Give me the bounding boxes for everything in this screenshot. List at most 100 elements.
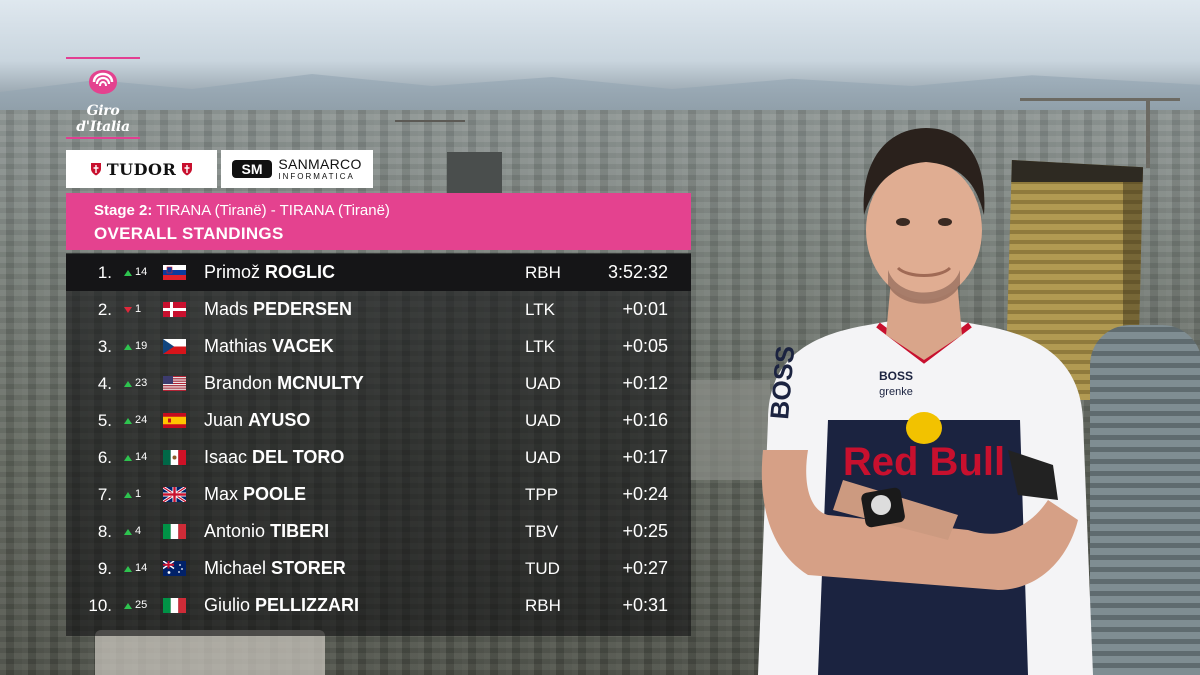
rank-change: 4 [124, 513, 141, 550]
nationality-flag [163, 376, 186, 391]
rank: 10. [88, 596, 112, 615]
gap-time: +0:24 [622, 484, 668, 504]
standings-header: Stage 2: TIRANA (Tiranë) - TIRANA (Tiran… [66, 193, 691, 250]
stage-label: Stage 2: [94, 202, 153, 219]
nationality-flag [163, 265, 186, 280]
nationality-flag [163, 561, 186, 576]
rank-change: 1 [124, 476, 141, 513]
rank-change-value: 1 [135, 303, 142, 315]
rider-name: Mads PEDERSEN [204, 291, 352, 328]
jersey-grenke-text: grenke [879, 386, 913, 398]
rider-last-name: PELLIZZARI [255, 595, 360, 615]
flag-it-icon [163, 524, 186, 539]
gap-time: 3:52:32 [607, 262, 668, 282]
gap-time: +0:25 [622, 521, 668, 541]
nationality-flag [163, 413, 186, 428]
rider-first-name: Mathias [204, 336, 268, 356]
gap-time: +0:05 [622, 336, 668, 356]
standings-table: 1. 14 Primož ROGLIC RBH 3:52:32 2. 1 Mads PEDER… [66, 253, 691, 636]
flag-es-icon [163, 413, 186, 428]
standings-row: 6. 14 Isaac DEL TORO UAD +0:17 [66, 439, 691, 476]
rider-name: Isaac DEL TORO [204, 439, 344, 476]
gap-time: +0:27 [622, 558, 668, 578]
rank-change: 23 [124, 365, 147, 402]
rider-last-name: AYUSO [248, 410, 311, 430]
rank: 9. [97, 559, 112, 578]
giro-logo-text: Giro d'Italia [76, 103, 130, 135]
rank: 5. [97, 411, 112, 430]
rider-first-name: Michael [204, 558, 267, 578]
standings-row: 4. 23 Brandon MCNULTY UAD +0:12 [66, 365, 691, 402]
arrow-up-icon [124, 343, 132, 350]
arrow-up-icon [124, 417, 132, 424]
sanmarco-sm-logo-icon: SM [232, 160, 273, 178]
standings-row: 9. 14 Michael STORER TUD +0:27 [66, 550, 691, 587]
standings-row: 2. 1 Mads PEDERSEN LTK +0:01 [66, 291, 691, 328]
standings-row: 1. 14 Primož ROGLIC RBH 3:52:32 [66, 254, 691, 291]
rank-change-value: 1 [135, 488, 142, 500]
flag-au-icon [163, 561, 186, 576]
rank: 3. [97, 337, 112, 356]
rider-hair [863, 128, 985, 215]
gap-time: +0:31 [622, 595, 668, 615]
rider-last-name: STORER [271, 558, 346, 578]
sanmarco-name: SANMARCO [278, 156, 362, 172]
nationality-flag [163, 302, 186, 317]
flag-it-icon [163, 598, 186, 613]
sanmarco-subname: INFORMATICA [278, 172, 355, 181]
gap-time: +0:12 [622, 373, 668, 393]
rank-change: 19 [124, 328, 147, 365]
rank: 1. [97, 263, 112, 282]
team-code: LTK [525, 300, 555, 319]
building [447, 152, 502, 194]
rider-name: Juan AYUSO [204, 402, 310, 439]
rider-photo: Red Bull BOSS grenke BOSS [758, 128, 1093, 675]
arrow-up-icon [124, 528, 132, 535]
rank-change-value: 24 [135, 414, 148, 426]
jersey-redbull-text: Red Bull [843, 440, 1005, 484]
rider-last-name: DEL TORO [252, 447, 345, 467]
gap-time: +0:01 [622, 299, 668, 319]
team-code: UAD [525, 448, 561, 467]
rider-last-name: ROGLIC [265, 262, 336, 282]
stage-info: Stage 2: TIRANA (Tiranë) - TIRANA (Tiran… [94, 202, 390, 219]
sanmarco-sponsor-panel: SM SANMARCO INFORMATICA [221, 150, 373, 188]
rank: 8. [97, 522, 112, 541]
rank-change-value: 25 [135, 599, 148, 611]
rank-change: 1 [124, 291, 141, 328]
arrow-up-icon [124, 491, 132, 498]
tudor-shield-icon [90, 163, 101, 176]
rider-name: Primož ROGLIC [204, 254, 335, 291]
tudor-shield-icon [182, 163, 193, 176]
rider-first-name: Max [204, 484, 239, 504]
rank-change-value: 19 [135, 340, 148, 352]
rider-first-name: Primož [204, 262, 261, 282]
logo-top-bar [66, 57, 140, 59]
arrow-down-icon [124, 306, 132, 313]
flag-mx-icon [163, 450, 186, 465]
team-code: UAD [525, 374, 561, 393]
rider-name: Michael STORER [204, 550, 346, 587]
jersey-boss-sleeve-text: BOSS [764, 345, 800, 421]
giro-rose-logo-icon [89, 70, 117, 94]
rider-first-name: Brandon [204, 373, 273, 393]
rank: 7. [97, 485, 112, 504]
nationality-flag [163, 487, 186, 502]
rank-change: 25 [124, 587, 147, 624]
glove [1008, 450, 1058, 500]
rank-change-value: 23 [135, 377, 148, 389]
rider-name: Giulio PELLIZZARI [204, 587, 359, 624]
tudor-logo-text: TUDOR [106, 159, 177, 179]
logo-bottom-bar [66, 137, 140, 139]
crane [395, 120, 465, 122]
rider-first-name: Isaac [204, 447, 248, 467]
rank-change: 14 [124, 254, 147, 291]
team-code: TPP [525, 485, 559, 504]
flag-gb-icon [163, 487, 186, 502]
rank-change-value: 4 [135, 525, 142, 537]
arrow-up-icon [124, 269, 132, 276]
rider-face [866, 160, 982, 300]
team-code: UAD [525, 411, 561, 430]
svg-text:SM: SM [242, 161, 263, 177]
arrow-up-icon [124, 380, 132, 387]
